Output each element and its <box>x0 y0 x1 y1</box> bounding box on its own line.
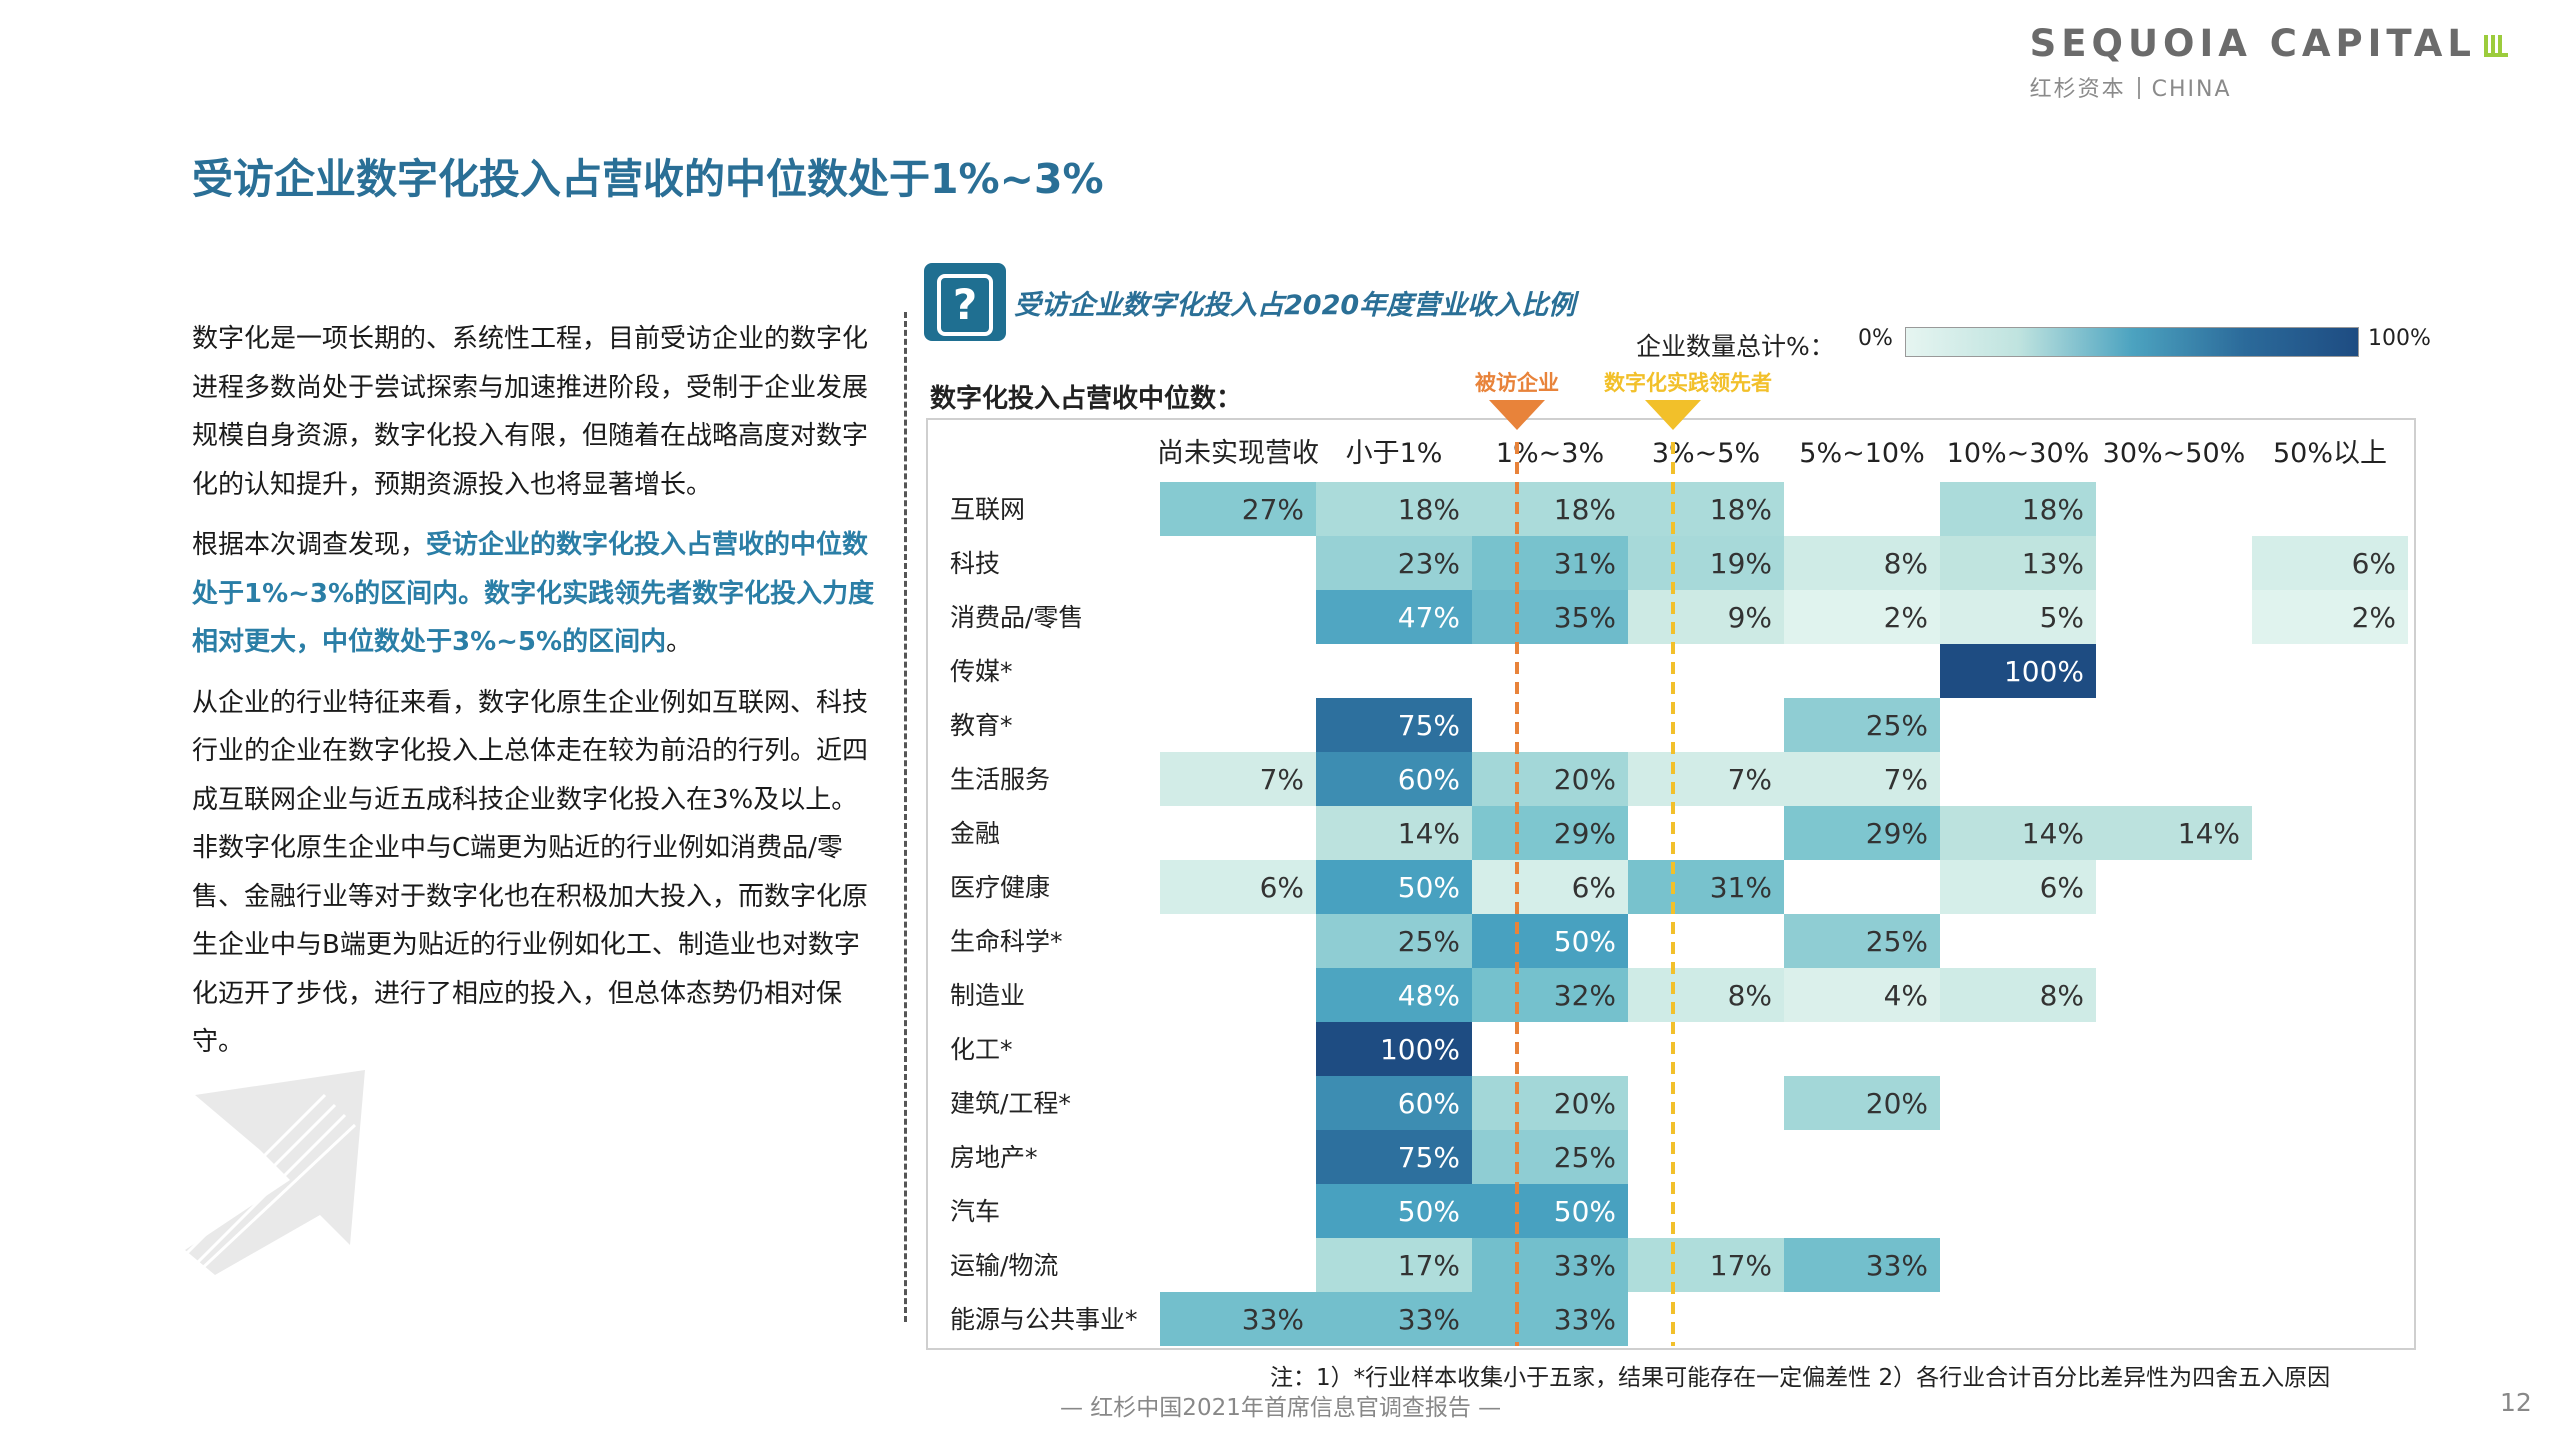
cell-value: 33% <box>1554 1249 1616 1282</box>
cell-value: 50% <box>1554 925 1616 958</box>
cell-value: 18% <box>1710 493 1772 526</box>
cell-value: 33% <box>1398 1303 1460 1336</box>
cell-value: 75% <box>1398 1141 1460 1174</box>
row-label: 能源与公共事业* <box>950 1305 1138 1334</box>
cell-value: 29% <box>1554 817 1616 850</box>
cell-value: 48% <box>1398 979 1460 1012</box>
row-label: 生活服务 <box>950 765 1050 794</box>
marker-triangle <box>1489 400 1545 430</box>
marker-label: 被访企业 <box>1475 371 1559 395</box>
row-label: 汽车 <box>950 1197 1000 1226</box>
page-number: 12 <box>2500 1388 2532 1417</box>
row-label: 建筑/工程* <box>950 1089 1071 1118</box>
cell-value: 8% <box>1884 547 1928 580</box>
cell-value: 60% <box>1398 763 1460 796</box>
cell-value: 7% <box>1260 763 1304 796</box>
cell-value: 27% <box>1242 493 1304 526</box>
cell-value: 18% <box>1554 493 1616 526</box>
row-label: 传媒* <box>950 657 1013 686</box>
row-label: 房地产* <box>950 1143 1038 1172</box>
cell-value: 25% <box>1866 925 1928 958</box>
footer: — 红杉中国2021年首席信息官调查报告 — <box>1060 1388 1501 1422</box>
cell-value: 6% <box>1260 871 1304 904</box>
cell-value: 60% <box>1398 1087 1460 1120</box>
cell-value: 23% <box>1398 547 1460 580</box>
cell-value: 19% <box>1710 547 1772 580</box>
cell-value: 20% <box>1866 1087 1928 1120</box>
cell-value: 50% <box>1398 1195 1460 1228</box>
cell-value: 31% <box>1554 547 1616 580</box>
cell-value: 17% <box>1710 1249 1772 1282</box>
column-label: 30%~50% <box>2103 438 2246 469</box>
cell-value: 7% <box>1728 763 1772 796</box>
column-label: 50%以上 <box>2273 438 2387 469</box>
row-label: 生命科学* <box>950 927 1063 956</box>
cell-value: 50% <box>1554 1195 1616 1228</box>
cell-value: 17% <box>1398 1249 1460 1282</box>
cell-value: 14% <box>2178 817 2240 850</box>
column-label: 小于1% <box>1346 438 1443 469</box>
row-label: 医疗健康 <box>950 873 1050 902</box>
column-label: 尚未实现营收 <box>1157 438 1319 469</box>
cell-value: 25% <box>1554 1141 1616 1174</box>
column-label: 5%~10% <box>1799 438 1924 469</box>
chart-note: 注：1）*行业样本收集小于五家，结果可能存在一定偏差性 2）各行业合计百分比差异… <box>1270 1358 2330 1392</box>
cell-value: 75% <box>1398 709 1460 742</box>
row-label: 教育* <box>950 711 1013 740</box>
cell-value: 8% <box>2040 979 2084 1012</box>
cell-value: 35% <box>1554 601 1616 634</box>
cell-value: 2% <box>2352 601 2396 634</box>
cell-value: 20% <box>1554 1087 1616 1120</box>
row-label: 化工* <box>950 1035 1013 1064</box>
row-label: 互联网 <box>950 495 1025 524</box>
cell-value: 13% <box>2022 547 2084 580</box>
cell-value: 33% <box>1866 1249 1928 1282</box>
cell-value: 6% <box>1572 871 1616 904</box>
cell-value: 14% <box>2022 817 2084 850</box>
cell-value: 29% <box>1866 817 1928 850</box>
column-label: 10%~30% <box>1947 438 2090 469</box>
cell-value: 18% <box>1398 493 1460 526</box>
marker-triangle <box>1645 400 1701 430</box>
row-label: 运输/物流 <box>950 1251 1058 1280</box>
cell-value: 4% <box>1884 979 1928 1012</box>
cell-value: 32% <box>1554 979 1616 1012</box>
cell-value: 47% <box>1398 601 1460 634</box>
column-label: 3%~5% <box>1652 438 1760 469</box>
cell-value: 33% <box>1554 1303 1616 1336</box>
cell-value: 9% <box>1728 601 1772 634</box>
row-label: 金融 <box>950 819 1000 848</box>
cell-value: 6% <box>2352 547 2396 580</box>
row-label: 消费品/零售 <box>950 603 1083 632</box>
cell-value: 18% <box>2022 493 2084 526</box>
cell-value: 14% <box>1398 817 1460 850</box>
cell-value: 6% <box>2040 871 2084 904</box>
row-label: 科技 <box>950 549 1000 578</box>
cell-value: 7% <box>1884 763 1928 796</box>
cell-value: 25% <box>1398 925 1460 958</box>
marker-label: 数字化实践领先者 <box>1604 371 1772 395</box>
cell-value: 2% <box>1884 601 1928 634</box>
cell-value: 8% <box>1728 979 1772 1012</box>
cell-value: 50% <box>1398 871 1460 904</box>
cell-value: 31% <box>1710 871 1772 904</box>
column-label: 1%~3% <box>1496 438 1604 469</box>
cell-value: 25% <box>1866 709 1928 742</box>
cell-value: 33% <box>1242 1303 1304 1336</box>
cell-value: 20% <box>1554 763 1616 796</box>
heatmap-chart: 尚未实现营收 小于1% 1%~3% 3%~5% 5%~10% 10%~30% 30%~50%… <box>0 0 2560 1440</box>
cell-value: 100% <box>2004 655 2084 688</box>
row-label: 制造业 <box>950 981 1025 1010</box>
cell-value: 100% <box>1380 1033 1460 1066</box>
cell-value: 5% <box>2040 601 2084 634</box>
